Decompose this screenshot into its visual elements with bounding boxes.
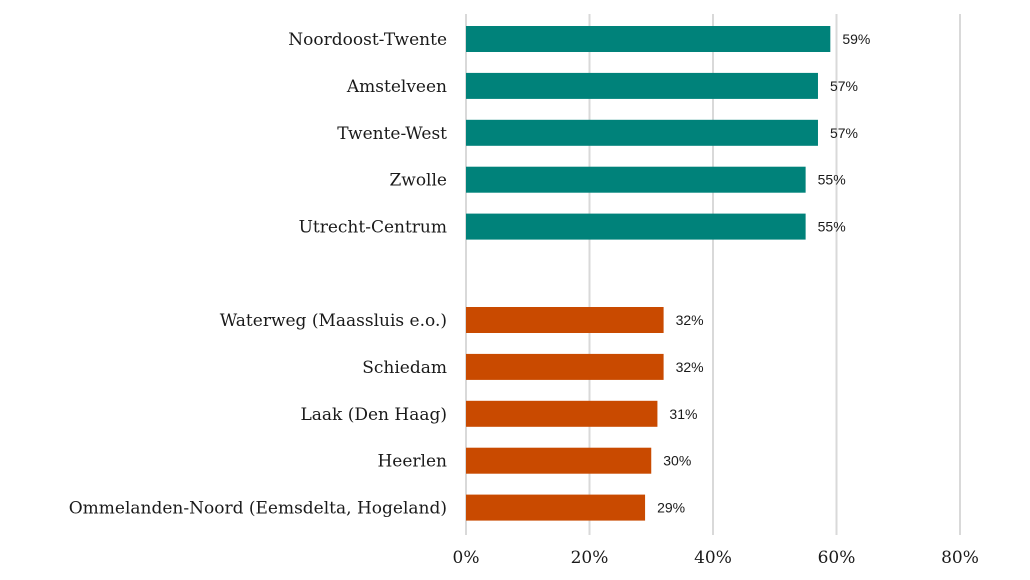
category-label: Twente-West bbox=[337, 124, 447, 144]
bar bbox=[466, 400, 658, 427]
data-label: 29% bbox=[657, 500, 685, 516]
category-label: Heerlen bbox=[377, 452, 447, 472]
data-label: 32% bbox=[676, 312, 704, 328]
bar bbox=[466, 447, 652, 474]
category-label: Utrecht-Centrum bbox=[299, 218, 447, 238]
data-label: 57% bbox=[830, 125, 858, 141]
data-label: 55% bbox=[818, 172, 846, 188]
category-label: Amstelveen bbox=[346, 77, 447, 97]
bar bbox=[466, 72, 818, 99]
category-label: Schiedam bbox=[362, 358, 447, 378]
x-tick-label: 20% bbox=[571, 548, 609, 568]
data-label: 55% bbox=[818, 219, 846, 235]
bar bbox=[466, 166, 806, 193]
labels: Noordoost-Twente 59% Amstelveen 57% Twente-W… bbox=[69, 30, 871, 519]
bar bbox=[466, 119, 818, 146]
bar bbox=[466, 213, 806, 240]
data-label: 57% bbox=[830, 78, 858, 94]
category-label: Waterweg (Maassluis e.o.) bbox=[220, 311, 447, 331]
data-label: 31% bbox=[669, 406, 697, 422]
category-label: Noordoost-Twente bbox=[288, 30, 447, 50]
bar bbox=[466, 353, 664, 380]
bar bbox=[466, 307, 664, 333]
x-axis-ticks: 0% 20% 40% 60% 80% bbox=[453, 548, 979, 568]
category-label: Laak (Den Haag) bbox=[300, 405, 447, 425]
data-label: 59% bbox=[842, 31, 870, 47]
x-tick-label: 0% bbox=[453, 548, 480, 568]
data-label: 30% bbox=[663, 453, 691, 469]
x-tick-label: 80% bbox=[941, 548, 979, 568]
bars bbox=[466, 26, 831, 521]
x-tick-label: 40% bbox=[694, 548, 732, 568]
category-label: Ommelanden-Noord (Eemsdelta, Hogeland) bbox=[69, 499, 447, 519]
data-label: 32% bbox=[676, 359, 704, 375]
x-tick-label: 60% bbox=[818, 548, 856, 568]
category-label: Zwolle bbox=[389, 171, 447, 191]
bar bbox=[466, 26, 831, 52]
bar bbox=[466, 494, 646, 521]
